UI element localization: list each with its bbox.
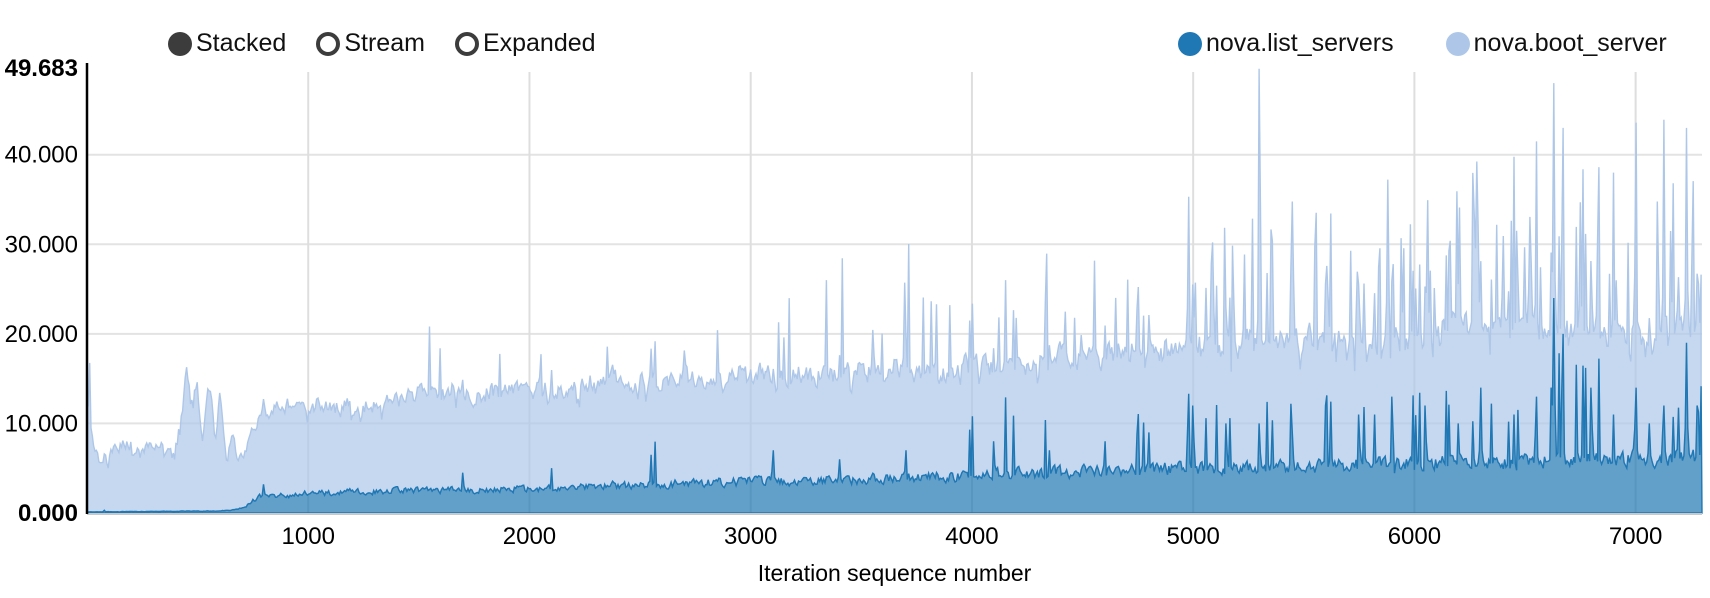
radio-option-expanded[interactable]: Expanded bbox=[454, 29, 596, 58]
x-tick-label: 4000 bbox=[945, 523, 998, 550]
x-tick-label: 7000 bbox=[1609, 523, 1662, 550]
y-tick-label: 20.000 bbox=[5, 321, 78, 348]
chart-style-radio-group: Stacked Stream Expanded bbox=[168, 29, 596, 58]
legend-swatch-icon bbox=[1445, 31, 1470, 56]
x-tick-label: 2000 bbox=[503, 523, 556, 550]
radio-option-label: Expanded bbox=[482, 29, 596, 57]
area-nova-list-servers[interactable] bbox=[86, 297, 1703, 514]
x-tick-label: 1000 bbox=[282, 523, 335, 550]
y-tick-label: 0.000 bbox=[18, 500, 78, 527]
x-tick-label: 5000 bbox=[1166, 523, 1219, 550]
radio-unselected-icon[interactable] bbox=[316, 31, 341, 56]
y-tick-label: 30.000 bbox=[5, 231, 78, 258]
radio-option-label: Stream bbox=[344, 29, 425, 57]
legend-item-nova-boot-server[interactable]: nova.boot_server bbox=[1445, 29, 1667, 58]
legend-item-nova-list-servers[interactable]: nova.list_servers bbox=[1178, 29, 1394, 58]
radio-selected-icon[interactable] bbox=[168, 31, 192, 56]
y-tick-label: 40.000 bbox=[5, 142, 78, 169]
radio-unselected-icon[interactable] bbox=[454, 31, 479, 56]
x-tick-label: 3000 bbox=[724, 523, 777, 550]
legend-item-label: nova.list_servers bbox=[1206, 29, 1394, 57]
legend-swatch-icon bbox=[1178, 31, 1202, 56]
radio-option-stream[interactable]: Stream bbox=[316, 29, 425, 58]
y-tick-label: 49.683 bbox=[5, 55, 78, 82]
radio-option-label: Stacked bbox=[196, 29, 287, 57]
x-tick-label: 6000 bbox=[1388, 523, 1441, 550]
y-tick-label: 10.000 bbox=[5, 410, 78, 437]
chart-legend: nova.list_servers nova.boot_server bbox=[1178, 29, 1667, 58]
legend-item-label: nova.boot_server bbox=[1473, 29, 1667, 57]
radio-option-stacked[interactable]: Stacked bbox=[168, 29, 286, 58]
x-axis-title: Iteration sequence number bbox=[757, 560, 1032, 586]
